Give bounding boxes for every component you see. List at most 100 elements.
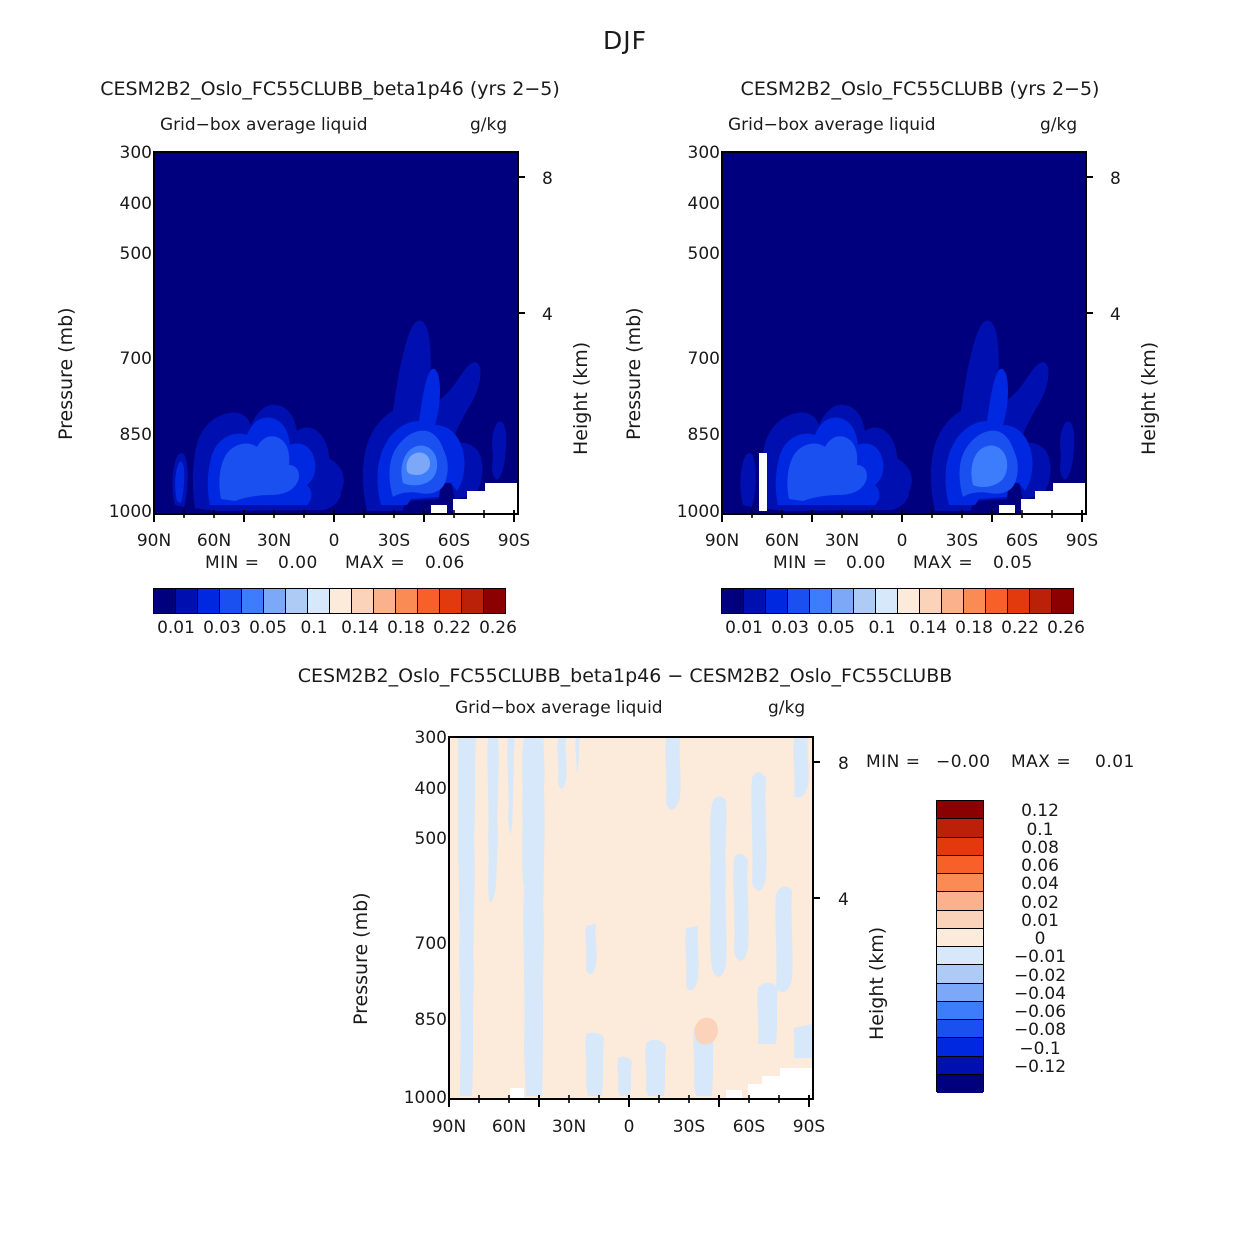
- left-y2tick-8: 8: [542, 169, 553, 189]
- right-xtick-60S: 60S: [1005, 531, 1039, 551]
- colorbar-cell: [743, 588, 766, 614]
- colorbar-cell: [1029, 588, 1052, 614]
- diff-colorbar-cell: [937, 837, 983, 856]
- colorbar-cell: [263, 588, 286, 614]
- right-xtick-90N: 90N: [704, 531, 740, 551]
- diff-ytick-700: 700: [414, 934, 447, 954]
- colorbar-cell: [241, 588, 264, 614]
- colorbar-cell: [963, 588, 986, 614]
- diff-min-label: MIN =: [866, 752, 921, 772]
- right-max-label: MAX =: [913, 553, 974, 573]
- season-title: DJF: [602, 26, 647, 55]
- below-surface-mask-2: [999, 505, 1015, 513]
- diff-colorbar-tick-label: −0.02: [1013, 965, 1067, 986]
- colorbar-cell: [831, 588, 854, 614]
- below-surface-mask: [1021, 483, 1085, 513]
- diff-xtick-30S: 30S: [672, 1117, 706, 1137]
- colorbar-cell: [307, 588, 330, 614]
- diff-positive-patch: [694, 1017, 718, 1045]
- colorbar-cell: [809, 588, 832, 614]
- left-min-value: 0.00: [278, 553, 318, 573]
- colorbar-cell: [395, 588, 418, 614]
- left-panel-plot: [153, 151, 519, 515]
- right-panel-title: CESM2B2_Oslo_FC55CLUBB (yrs 2−5): [740, 78, 1100, 100]
- diff-colorbar-tick-label: 0.08: [1021, 837, 1059, 858]
- colorbar-cell: [941, 588, 964, 614]
- left-xtick-30N: 30N: [256, 531, 292, 551]
- diff-panel-title: CESM2B2_Oslo_FC55CLUBB_beta1p46 − CESM2B…: [297, 665, 953, 687]
- colorbar-cell: [853, 588, 876, 614]
- colorbar-cell: [787, 588, 810, 614]
- colorbar-cell: [439, 588, 462, 614]
- right-panel-ylabel: Pressure (mb): [623, 307, 645, 440]
- diff-colorbar: [936, 800, 984, 1093]
- left-colorbar-labels: 0.01 0.03 0.05 0.1 0.14 0.18 0.22 0.26: [140, 618, 540, 644]
- right-ytick-400: 400: [687, 194, 720, 214]
- diff-colorbar-cell: [937, 819, 983, 838]
- diff-colorbar-tick-label: 0.06: [1021, 856, 1059, 876]
- left-min-label: MIN =: [205, 553, 260, 573]
- right-panel-contours: [723, 153, 1085, 513]
- diff-xtick-30N: 30N: [551, 1117, 587, 1137]
- right-ytick-1000: 1000: [676, 502, 720, 522]
- diff-colorbar-tick-label: −0.04: [1013, 983, 1067, 1004]
- diff-panel-units: g/kg: [768, 698, 806, 718]
- diff-max-value: 0.01: [1095, 752, 1135, 772]
- colorbar-cell: [351, 588, 374, 614]
- diff-colorbar-tick-label: 0.12: [1021, 801, 1059, 822]
- colorbar-tick-label: 0.03: [771, 618, 809, 638]
- diff-xtick-90S: 90S: [792, 1117, 826, 1137]
- left-panel-title: CESM2B2_Oslo_FC55CLUBB_beta1p46 (yrs 2−5…: [100, 78, 560, 100]
- colorbar-tick-label: 0.01: [725, 618, 763, 638]
- colorbar-tick-label: 0.22: [433, 618, 471, 638]
- diff-colorbar-cell: [937, 801, 983, 820]
- right-min-label: MIN =: [773, 553, 828, 573]
- diff-panel-plot: [448, 736, 814, 1100]
- colorbar-cell: [1051, 588, 1074, 614]
- sh-contour-level4: [971, 445, 1008, 488]
- right-panel-plot: [721, 151, 1087, 515]
- diff-negative-regions: [458, 738, 812, 1096]
- diff-colorbar-cell: [937, 892, 983, 911]
- diff-panel-field-name: Grid−box average liquid: [455, 698, 663, 718]
- left-xtick-30S: 30S: [377, 531, 411, 551]
- colorbar-tick-label: 0.1: [300, 618, 328, 638]
- diff-colorbar-cell: [937, 928, 983, 947]
- sh-contour-level5: [406, 452, 431, 475]
- right-min-value: 0.00: [846, 553, 886, 573]
- colorbar-cell: [373, 588, 396, 614]
- nh-contour-level3: [219, 436, 299, 501]
- right-ytick-700: 700: [687, 349, 720, 369]
- below-surface-mask-2: [431, 505, 447, 513]
- diff-xtick-0: 0: [623, 1117, 635, 1137]
- diff-colorbar-cell: [937, 983, 983, 1002]
- colorbar-cell: [329, 588, 352, 614]
- colorbar-tick-label: 0.03: [203, 618, 241, 638]
- colorbar-tick-label: 0.22: [1001, 618, 1039, 638]
- right-ytick-850: 850: [687, 425, 720, 445]
- left-max-label: MAX =: [345, 553, 406, 573]
- diff-colorbar-cell: [937, 1020, 983, 1039]
- diff-ytick-400: 400: [414, 779, 447, 799]
- diff-panel-y2label: Height (km): [866, 926, 888, 1040]
- below-surface-mask: [453, 483, 517, 513]
- diff-ytick-300: 300: [414, 728, 447, 748]
- colorbar-cell: [765, 588, 788, 614]
- diff-colorbar-tick-label: −0.01: [1013, 947, 1067, 968]
- diff-panel-contours: [450, 738, 812, 1098]
- diff-colorbar-cell: [937, 1056, 983, 1075]
- right-colorbar: [721, 588, 1074, 614]
- diff-colorbar-tick-label: −0.08: [1013, 1020, 1067, 1041]
- colorbar-cell: [483, 588, 506, 614]
- colorbar-tick-label: 0.1: [868, 618, 896, 638]
- colorbar-cell: [1007, 588, 1030, 614]
- diff-colorbar-tick-label: 0.04: [1021, 874, 1059, 895]
- subtropical-patch-contour: [888, 458, 912, 495]
- left-panel-field-name: Grid−box average liquid: [160, 115, 368, 135]
- colorbar-cell: [153, 588, 176, 614]
- diff-colorbar-cell: [937, 874, 983, 893]
- left-y2tick-4: 4: [542, 305, 553, 325]
- left-panel-ticks: [153, 176, 525, 522]
- diff-colorbar-tick-label: −0.12: [1013, 1056, 1067, 1077]
- right-y2tick-8: 8: [1110, 169, 1121, 189]
